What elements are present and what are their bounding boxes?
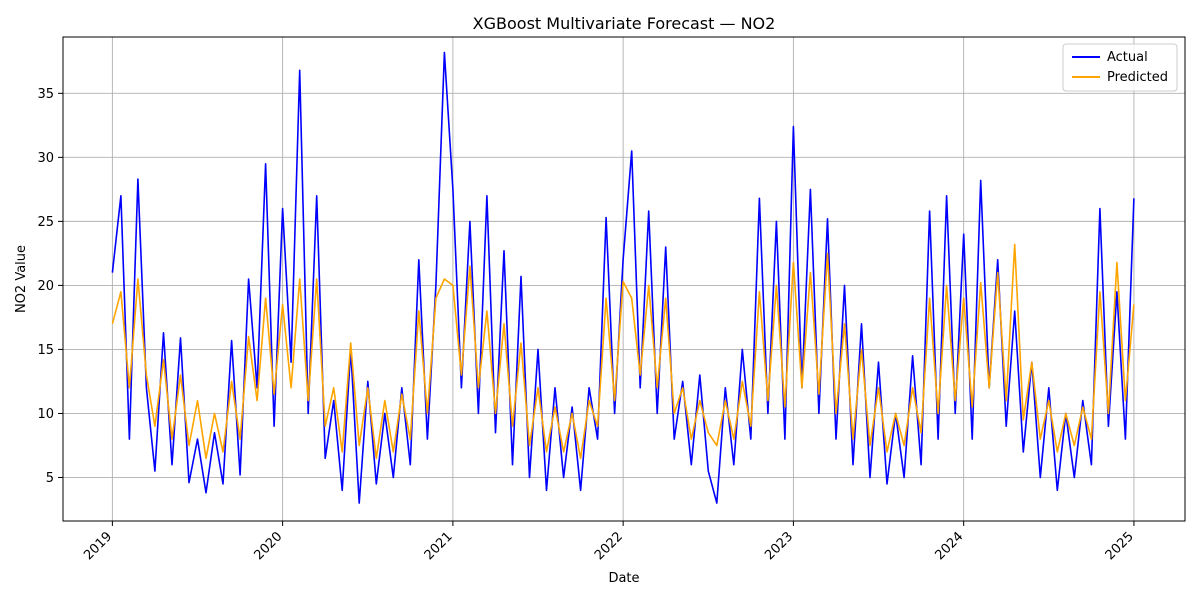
- y-tick-label: 20: [37, 279, 54, 294]
- legend-box: [1062, 43, 1178, 92]
- y-axis-label: NO2 Value: [14, 245, 29, 313]
- series-actual-line: [111, 51, 1135, 504]
- y-tick-label: 35: [37, 87, 54, 102]
- legend-actual-label: Actual: [1107, 50, 1148, 65]
- y-tick-label: 10: [37, 407, 54, 422]
- chart-title: XGBoost Multivariate Forecast — NO2: [473, 14, 776, 33]
- series-layer: [111, 51, 1135, 504]
- x-axis-label: Date: [608, 571, 639, 586]
- legend: Actual Predicted: [1062, 43, 1178, 92]
- series-predicted-line: [111, 243, 1135, 460]
- legend-predicted-label: Predicted: [1107, 70, 1168, 85]
- y-tick-label: 5: [46, 471, 54, 486]
- grid: [63, 37, 1185, 521]
- y-tick-label: 30: [37, 151, 54, 166]
- y-tick-label: 15: [37, 343, 54, 358]
- y-axis-ticks: 5 10 15 20 25 30 35: [37, 87, 63, 486]
- plot-frame: [62, 36, 1186, 522]
- y-tick-label: 25: [37, 215, 54, 230]
